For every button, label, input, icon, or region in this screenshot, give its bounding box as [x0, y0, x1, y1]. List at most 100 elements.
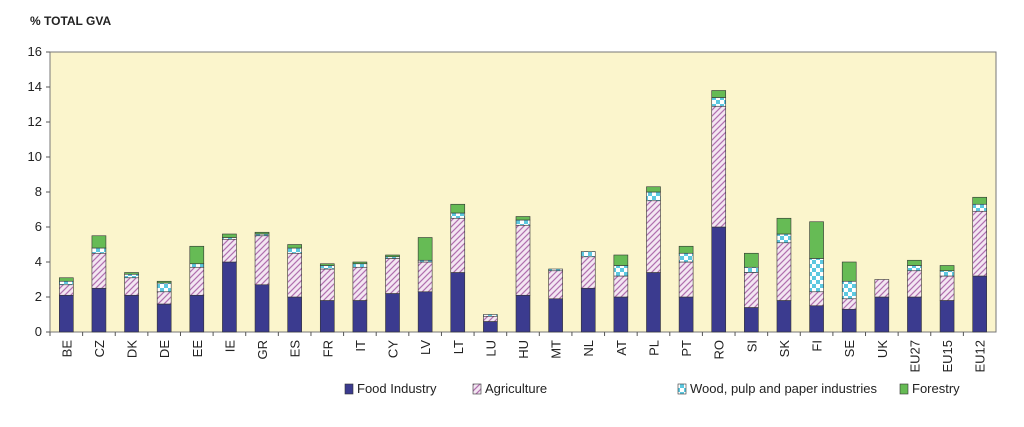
- bar-segment-dk-series-3: [124, 272, 139, 275]
- bar-segment-ie-series-1: [222, 238, 237, 263]
- bar-segment-it-series-1: [352, 266, 368, 301]
- bar-segment-fi-series-0: [809, 305, 824, 333]
- bar-segment-se-series-1: [841, 298, 857, 310]
- x-tick-label: BE: [59, 340, 74, 358]
- x-tick-label: SI: [744, 340, 759, 352]
- legend-label: Wood, pulp and paper industries: [690, 381, 877, 396]
- y-tick-label: 10: [28, 149, 42, 164]
- bar-segment-at-series-3: [613, 254, 629, 266]
- bar-segment-cz-series-0: [91, 287, 107, 333]
- bar-segment-eu27-series-2: [907, 265, 922, 272]
- bar-segment-cz-series-1: [91, 252, 107, 289]
- bar-segment-es-series-0: [287, 296, 302, 333]
- bar-segment-it-series-0: [352, 300, 368, 333]
- legend-swatch: [472, 383, 482, 395]
- x-tick-label: MT: [549, 340, 564, 359]
- x-axis: BE CZ DK DE EE IE GR ES FR IT CY LV LT LU HU MT NL AT PL PT…: [49, 332, 988, 373]
- x-tick-label: EU12: [973, 340, 988, 373]
- bar-segment-pt-series-0: [678, 296, 694, 333]
- bar-segment-gr-series-1: [254, 235, 270, 286]
- y-tick-label: 6: [35, 219, 42, 234]
- bar-segment-es-series-2: [287, 247, 302, 254]
- bar-segment-si-series-3: [744, 252, 759, 268]
- bar-segment-eu12-series-0: [972, 275, 987, 333]
- bar-segment-be-series-3: [59, 277, 74, 282]
- bar-segment-ee-series-1: [189, 266, 205, 296]
- x-tick-label: CY: [386, 340, 401, 358]
- bar-segment-se-series-2: [841, 280, 857, 300]
- y-tick-label: 8: [35, 184, 42, 199]
- bar-segment-gr-series-3: [254, 231, 270, 235]
- bar-segment-ro-series-2: [711, 97, 727, 107]
- x-tick-label: PL: [646, 340, 661, 356]
- legend-label: Food Industry: [357, 381, 437, 396]
- x-tick-label: DK: [125, 340, 140, 358]
- bar-segment-at-series-2: [613, 265, 629, 277]
- bar-segment-lt-series-2: [450, 212, 466, 219]
- bar-segment-it-series-3: [352, 261, 368, 265]
- bar-segment-lt-series-3: [450, 203, 466, 214]
- x-tick-label: HU: [516, 340, 531, 359]
- x-tick-label: ES: [288, 340, 303, 358]
- bar-segment-sk-series-0: [776, 300, 792, 333]
- bar-segment-ee-series-3: [189, 245, 205, 265]
- x-tick-label: RO: [712, 340, 727, 360]
- bar-segment-fi-series-1: [809, 291, 824, 307]
- legend-swatch: [677, 383, 687, 395]
- bar-segment-mt-series-0: [548, 298, 563, 333]
- bar-segment-cz-series-2: [91, 247, 107, 254]
- bar-segment-dk-series-2: [124, 273, 139, 279]
- x-tick-label: NL: [581, 340, 596, 357]
- legend-swatch: [899, 383, 909, 395]
- bar-segment-eu27-series-0: [907, 296, 922, 333]
- bar-segment-be-series-2: [59, 280, 74, 286]
- bar-segment-fr-series-1: [319, 268, 335, 301]
- y-tick-label: 2: [35, 289, 42, 304]
- x-tick-label: PT: [679, 340, 694, 357]
- bar-segment-sk-series-2: [776, 233, 792, 244]
- bar-segment-fr-series-2: [319, 265, 335, 270]
- bar-segment-lt-series-0: [450, 272, 466, 333]
- legend-swatch: [344, 383, 354, 395]
- bar-segment-pl-series-3: [646, 186, 661, 193]
- bar-segment-nl-series-1: [580, 256, 596, 289]
- bar-segment-gr-series-0: [254, 284, 270, 333]
- x-tick-label: EU27: [907, 340, 922, 373]
- bar-segment-fr-series-3: [319, 263, 335, 266]
- x-tick-label: EE: [190, 340, 205, 358]
- bar-segment-ee-series-0: [189, 294, 205, 333]
- bar-segment-lv-series-1: [417, 261, 433, 293]
- bar-segment-hu-series-1: [515, 224, 531, 296]
- bar-segment-es-series-3: [287, 244, 302, 249]
- legend-label: Forestry: [912, 381, 960, 396]
- bar-segment-dk-series-1: [124, 277, 139, 296]
- legend: Food Industry Agriculture Wood, pulp and p…: [344, 381, 960, 396]
- y-axis: 0 2 4 6 8 10 12 14 16: [28, 44, 50, 339]
- bar-segment-pt-series-1: [678, 261, 694, 298]
- x-tick-label: GR: [255, 340, 270, 360]
- bar-segment-se-series-3: [841, 261, 857, 282]
- bar-segment-lu-series-2: [483, 314, 498, 317]
- bar-segment-pl-series-2: [646, 191, 661, 202]
- x-tick-label: FR: [320, 340, 335, 357]
- bar-segment-pt-series-3: [678, 245, 694, 254]
- x-tick-label: IE: [222, 340, 237, 353]
- bar-segment-se-series-0: [841, 308, 857, 333]
- y-tick-label: 16: [28, 44, 42, 59]
- bar-segment-uk-series-0: [874, 296, 890, 333]
- bar-segment-hu-series-2: [515, 219, 531, 226]
- bar-segment-si-series-0: [744, 307, 759, 333]
- bar-segment-si-series-1: [744, 272, 759, 308]
- x-tick-label: SK: [777, 340, 792, 358]
- bar-segment-dk-series-0: [124, 294, 139, 333]
- bar-segment-eu15-series-3: [939, 265, 955, 272]
- x-tick-label: LV: [418, 340, 433, 355]
- bar-segment-pl-series-0: [646, 272, 661, 333]
- bar-segment-sk-series-1: [776, 242, 792, 301]
- bar-segment-es-series-1: [287, 252, 302, 298]
- bar-segment-cy-series-3: [385, 254, 400, 258]
- bar-segment-eu15-series-2: [939, 270, 955, 277]
- x-tick-label: IT: [353, 340, 368, 352]
- y-axis-label: % TOTAL GVA: [30, 14, 111, 28]
- bar-segment-lv-series-3: [417, 237, 433, 261]
